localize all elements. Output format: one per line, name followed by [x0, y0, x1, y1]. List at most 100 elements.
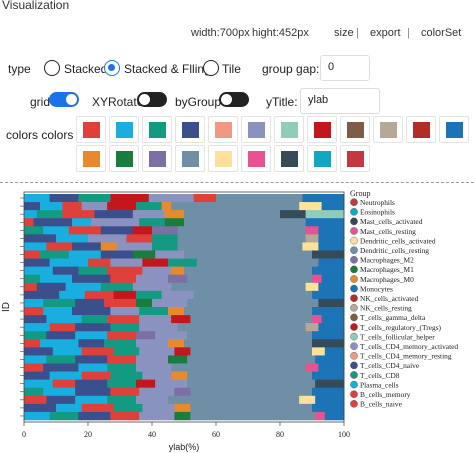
legend-swatch [350, 342, 358, 350]
bar-segment [126, 234, 153, 243]
legend-swatch [350, 198, 358, 207]
color-swatch[interactable] [208, 145, 238, 172]
color-swatch[interactable] [76, 116, 106, 143]
legend-swatch [350, 380, 358, 389]
color-swatch[interactable] [274, 145, 304, 172]
bar-segment [305, 282, 319, 292]
colorset-link[interactable]: colorSet [421, 27, 462, 39]
bar-segment [184, 210, 281, 219]
bar-segment [43, 387, 76, 397]
color-swatch[interactable] [175, 116, 205, 143]
bar-segment [187, 331, 313, 340]
bar-segment [155, 379, 188, 389]
color-swatch[interactable] [175, 145, 205, 172]
bar-segment [24, 395, 47, 405]
size-link[interactable]: size [334, 27, 354, 39]
bar-segment [52, 347, 82, 356]
bar-segment [187, 371, 313, 380]
y-ticks [20, 197, 24, 417]
group-gap-label: group gap: [262, 62, 320, 76]
color-swatch[interactable] [340, 145, 370, 172]
color-swatch[interactable] [109, 145, 139, 172]
bar-segment [164, 210, 185, 219]
group-gap-input[interactable]: 0 [320, 55, 370, 81]
bar-segment [312, 315, 322, 324]
bar-segment [305, 210, 345, 219]
bar-segment [168, 307, 185, 316]
bar-segment [78, 411, 111, 421]
color-swatch[interactable] [307, 116, 337, 143]
color-swatch[interactable] [76, 145, 106, 172]
bar-segment [46, 242, 73, 251]
separator: | [356, 27, 359, 39]
bar-segment [24, 218, 34, 227]
bar-segment [139, 218, 166, 227]
color-swatch[interactable] [274, 116, 304, 143]
bar-segment [56, 234, 89, 243]
legend-swatch [350, 275, 358, 283]
bar-segment [24, 202, 41, 211]
bar-segment [49, 411, 79, 421]
bar-segment [184, 218, 306, 227]
legend-label: NK_cells_resting [360, 304, 412, 313]
grid-toggle[interactable] [49, 92, 79, 107]
legend-label: Dendritic_cells_resting [360, 246, 429, 255]
bar-segment [110, 258, 143, 267]
bar-segment [305, 234, 319, 243]
bar-segment [312, 371, 345, 380]
bar-segment [312, 387, 345, 397]
export-link[interactable]: export [370, 27, 401, 39]
type-label: type [8, 62, 31, 76]
color-swatch[interactable] [340, 116, 370, 143]
bar-segment [75, 395, 108, 405]
legend-swatch [350, 323, 358, 331]
bar-segment [136, 355, 169, 364]
bar-segment [107, 202, 137, 211]
bar-segment [113, 347, 140, 356]
bar-segment [139, 323, 178, 332]
bar-segment [52, 379, 76, 389]
bar-segment [184, 339, 313, 348]
type-radio-tile[interactable] [203, 60, 219, 76]
bygroup-toggle[interactable] [219, 92, 249, 107]
color-swatch[interactable] [208, 116, 238, 143]
bar-segment [190, 411, 316, 421]
color-swatch[interactable] [373, 116, 403, 143]
color-swatch[interactable] [406, 116, 436, 143]
color-swatch[interactable] [109, 116, 139, 143]
bar-segment [318, 226, 345, 235]
color-swatch[interactable] [307, 145, 337, 172]
bar-segment [152, 242, 178, 251]
colors-label: colors colors [6, 128, 74, 142]
legend-label: T_cells_CD4_naive [360, 361, 420, 370]
legend-label: T_cells_CD4_memory_resting [360, 352, 452, 361]
bar-segment [171, 371, 188, 380]
bar-segment [78, 194, 111, 203]
type-option-label: Stacked [64, 62, 108, 76]
bar-segment [152, 298, 188, 308]
color-swatch[interactable] [241, 145, 271, 172]
ytitle-input[interactable]: ylab [300, 88, 380, 114]
bar-segment [43, 363, 79, 372]
bar-segment [94, 210, 134, 219]
xyrotate-toggle[interactable] [137, 92, 167, 107]
bar-segment [81, 403, 114, 413]
color-swatch[interactable] [241, 116, 271, 143]
type-radio-stacked[interactable] [44, 60, 60, 76]
bar-segment [216, 194, 303, 203]
bar-segment [132, 282, 172, 292]
bar-segment [104, 339, 137, 348]
color-swatch[interactable] [142, 116, 172, 143]
bar-segment [136, 331, 156, 340]
color-swatch[interactable] [439, 116, 469, 143]
legend-swatch [350, 246, 358, 254]
bar-segment [33, 218, 73, 227]
bar-segment [68, 226, 102, 235]
type-radio-stacked-filling[interactable] [104, 60, 120, 76]
bar-segment [312, 290, 345, 300]
bar-segment [318, 363, 345, 372]
bar-segment [318, 298, 345, 308]
bar-segment [312, 339, 345, 348]
bar-segment [88, 258, 111, 267]
color-swatch[interactable] [142, 145, 172, 172]
